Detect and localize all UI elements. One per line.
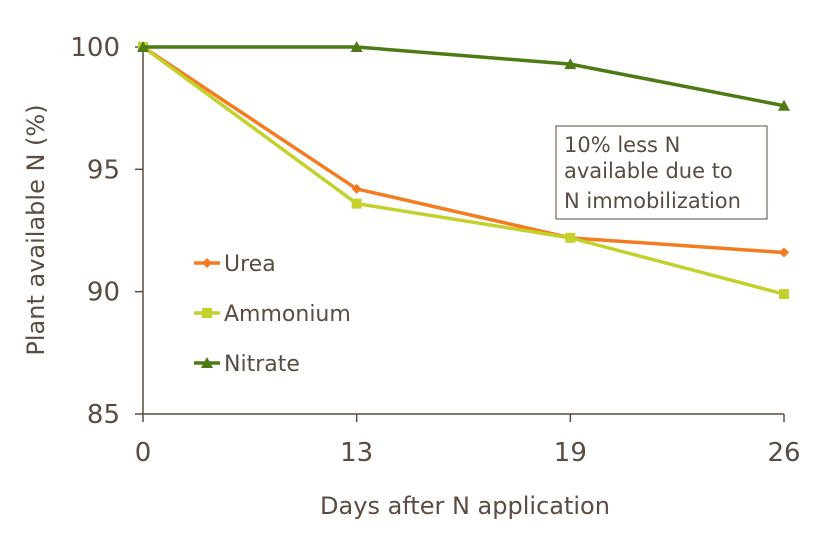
y-tick-label: 100 — [70, 33, 120, 63]
series-line — [141, 45, 785, 296]
y-axis-label: Plant available N (%) — [22, 104, 50, 355]
legend-item-nitrate: Nitrate — [194, 352, 300, 377]
y-tick-label: 95 — [87, 155, 120, 185]
legend-marker — [202, 258, 212, 268]
data-point — [351, 183, 362, 194]
x-tick-label: 13 — [340, 438, 373, 468]
series-nitrate — [137, 41, 790, 111]
x-axis-label: Days after N application — [320, 492, 610, 520]
y-tick-label: 85 — [87, 400, 120, 430]
legend-label: Urea — [224, 252, 276, 277]
series-line — [142, 45, 785, 255]
legend-label: Nitrate — [224, 352, 300, 377]
x-tick-label: 0 — [135, 438, 152, 468]
annotation-line-3: N immobilization — [564, 189, 741, 213]
data-point — [779, 247, 789, 258]
data-point — [778, 99, 790, 111]
annotation-line-1: 10% less N — [564, 133, 680, 157]
x-tick-label: 26 — [767, 438, 800, 468]
data-point — [137, 41, 149, 52]
legend-item-ammonium: Ammonium — [194, 302, 351, 327]
legend-marker — [202, 308, 212, 318]
legend-item-urea: Urea — [194, 252, 276, 277]
legend-label: Ammonium — [224, 302, 351, 327]
legend-marker — [201, 357, 213, 368]
series-line — [143, 45, 785, 108]
data-point — [565, 232, 576, 243]
data-point — [564, 58, 577, 70]
x-tick-label: 19 — [554, 438, 587, 468]
data-point — [350, 41, 363, 52]
y-tick-label: 90 — [87, 278, 120, 308]
annotation-line-2: available due to — [564, 159, 733, 183]
data-point — [779, 289, 789, 300]
data-point — [351, 198, 362, 209]
annotation-box: 10% less N available due to N immobiliza… — [555, 125, 768, 220]
